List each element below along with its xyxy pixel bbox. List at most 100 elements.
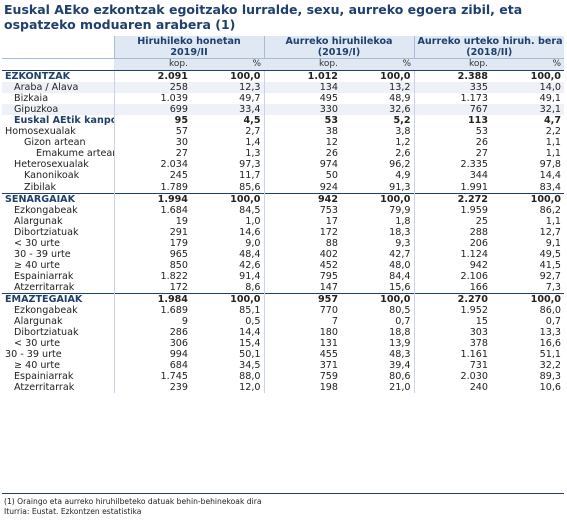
cell-count: 26	[413, 137, 491, 149]
cell-percent: 13,3	[539, 327, 561, 339]
header-unit-pct: %	[491, 58, 564, 72]
cell-count: 12	[263, 137, 341, 149]
cell-percent: 100,0	[491, 192, 564, 205]
cell-percent: 1,1	[545, 215, 561, 227]
cell-count: 1.124	[413, 248, 491, 260]
cell-percent: 15,6	[389, 281, 411, 293]
row-label: Atzerritarrak	[14, 382, 75, 394]
cell-percent: 13,2	[341, 82, 414, 94]
data-table: Hiruhileko honetan 2019/II Aurreko hiruh…	[2, 36, 564, 394]
footnote-provisional: (1) Oraingo eta aurreko hiruhilbeteko da…	[4, 497, 262, 506]
cell-percent: 85,1	[239, 305, 261, 317]
header-previous-quarter: Aurreko hiruhilekoa (2019/I)	[263, 36, 414, 59]
cell-count: 767	[413, 104, 491, 116]
cell-count: 166	[413, 281, 491, 294]
cell-count: 335	[413, 82, 491, 94]
cell-percent: 10,6	[539, 382, 561, 394]
cell-count: 50	[263, 170, 341, 182]
cell-count: 258	[113, 82, 191, 94]
row-label: Alargunak	[14, 316, 63, 328]
table-row: Atzerritarrak 172 8,6 147 15,6 166 7,3	[2, 281, 564, 294]
cell-percent: 100,0	[191, 70, 264, 83]
cell-percent: 15,4	[239, 338, 261, 350]
cell-percent: 34,5	[239, 360, 261, 372]
table-row: Bizkaia 1.039 49,7 495 48,9 1.173 49,1	[2, 93, 564, 105]
cell-percent: 83,4	[539, 181, 561, 193]
cell-percent: 86,2	[539, 204, 561, 216]
table-row: Gizon artean 30 1,4 12 1,2 26 1,1	[2, 137, 564, 149]
table-row: ≥ 40 urte 850 42,6 452 48,0 942 41,5	[2, 259, 564, 271]
cell-percent: 4,7	[544, 115, 561, 127]
cell-count: 684	[113, 360, 191, 372]
cell-percent: 42,7	[389, 248, 411, 260]
cell-count: 2.106	[413, 270, 491, 282]
cell-count: 2.272	[413, 192, 491, 205]
cell-count: 2.091	[113, 70, 191, 83]
cell-count: 957	[263, 293, 341, 306]
row-label: Espainiarrak	[14, 270, 74, 282]
cell-count: 330	[263, 104, 341, 116]
cell-percent: 32,6	[341, 104, 414, 116]
table-body: EZKONTZAK 2.091 100,0 1.012 100,0 2.388 100,0 A…	[2, 70, 564, 394]
table-row: < 30 urte 179 9,0 88 9,3 206 9,1	[2, 237, 564, 249]
cell-percent: 1,8	[395, 215, 411, 227]
cell-count: 1.039	[113, 93, 191, 105]
cell-count: 1.161	[413, 349, 491, 361]
cell-percent: 80,5	[389, 305, 411, 317]
cell-percent: 18,3	[389, 226, 411, 238]
cell-count: 1.984	[113, 293, 191, 306]
cell-percent: 21,0	[389, 382, 411, 394]
cell-percent: 91,4	[239, 270, 261, 282]
header-units-corner	[2, 58, 114, 72]
cell-count: 288	[413, 226, 491, 238]
cell-count: 291	[113, 226, 191, 238]
row-label: Homosexualak	[5, 126, 76, 138]
cell-percent: 1,0	[245, 215, 261, 227]
cell-percent: 33,4	[191, 104, 264, 116]
cell-count: 795	[263, 270, 341, 282]
cell-count: 27	[413, 148, 491, 160]
cell-percent: 100,0	[191, 192, 264, 205]
table-row: 30 - 39 urte 965 48,4 402 42,7 1.124 49,5	[2, 248, 564, 260]
cell-percent: 92,7	[539, 270, 561, 282]
cell-percent: 100,0	[341, 293, 414, 306]
header-current-quarter: Hiruhileko honetan 2019/II	[113, 36, 264, 59]
cell-count: 19	[113, 215, 191, 227]
cell-count: 88	[263, 237, 341, 249]
cell-count: 378	[413, 338, 491, 350]
row-label: ≥ 40 urte	[14, 360, 61, 372]
table-row: Zibilak 1.789 85,6 924 91,3 1.991 83,4	[2, 181, 564, 194]
cell-percent: 0,5	[245, 316, 261, 328]
cell-count: 179	[113, 237, 191, 249]
cell-percent: 49,7	[239, 93, 261, 105]
row-label: Heterosexualak	[14, 159, 89, 171]
cell-percent: 51,1	[539, 349, 561, 361]
cell-percent: 80,6	[389, 371, 411, 383]
row-label: Dibortziatuak	[14, 226, 79, 238]
cell-percent: 2,2	[545, 126, 561, 138]
cell-count: 759	[263, 371, 341, 383]
cell-percent: 12,3	[191, 82, 264, 94]
cell-percent: 100,0	[191, 293, 264, 306]
cell-percent: 14,4	[539, 170, 561, 182]
header-unit-count: kop.	[264, 58, 341, 72]
cell-percent: 100,0	[491, 70, 564, 83]
cell-count: 753	[263, 204, 341, 216]
cell-count: 2.034	[113, 159, 191, 171]
cell-count: 452	[263, 259, 341, 271]
cell-count: 965	[113, 248, 191, 260]
header-unit-pct: %	[191, 58, 264, 72]
cell-percent: 5,2	[393, 115, 411, 127]
cell-count: 30	[113, 137, 191, 149]
cell-percent: 14,4	[239, 327, 261, 339]
cell-percent: 14,0	[491, 82, 564, 94]
cell-count: 172	[113, 281, 191, 294]
cell-percent: 84,4	[389, 270, 411, 282]
cell-percent: 49,5	[539, 248, 561, 260]
row-label: Gipuzkoa	[2, 104, 114, 116]
row-label: Araba / Álava	[2, 82, 114, 94]
row-label: EZKONTZAK	[2, 70, 114, 83]
cell-percent: 3,8	[395, 126, 411, 138]
cell-count: 974	[263, 159, 341, 171]
page-title: Euskal AEko ezkontzak egoitzako lurralde…	[4, 2, 523, 32]
